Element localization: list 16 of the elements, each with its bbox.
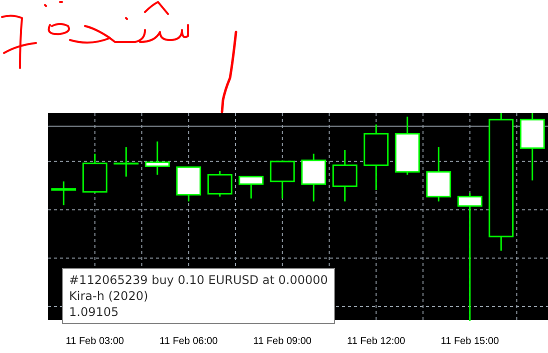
candlestick <box>114 146 139 178</box>
candlestick <box>301 153 326 202</box>
candlestick <box>51 180 76 206</box>
candlestick <box>238 176 264 200</box>
annotation: #112065239 buy 0.10 EURUSD at 0.00000 <box>69 272 328 288</box>
x-tick-label: 11 Feb 12:00 <box>347 336 406 347</box>
candlestick <box>207 170 232 198</box>
x-tick-label: 11 Feb 03:00 <box>66 336 124 347</box>
x-tick-label: 11 Feb 15:00 <box>440 336 500 347</box>
candlestick <box>332 149 358 202</box>
x-tick-label: 11 Feb 09:00 <box>253 336 312 347</box>
x-tick-label: 11 Feb 06:00 <box>160 336 218 347</box>
annotation: Kira-h (2020) <box>69 288 150 304</box>
candlestick <box>270 160 295 200</box>
annotation: 1.09105 <box>69 304 120 320</box>
candlestick <box>144 140 170 176</box>
